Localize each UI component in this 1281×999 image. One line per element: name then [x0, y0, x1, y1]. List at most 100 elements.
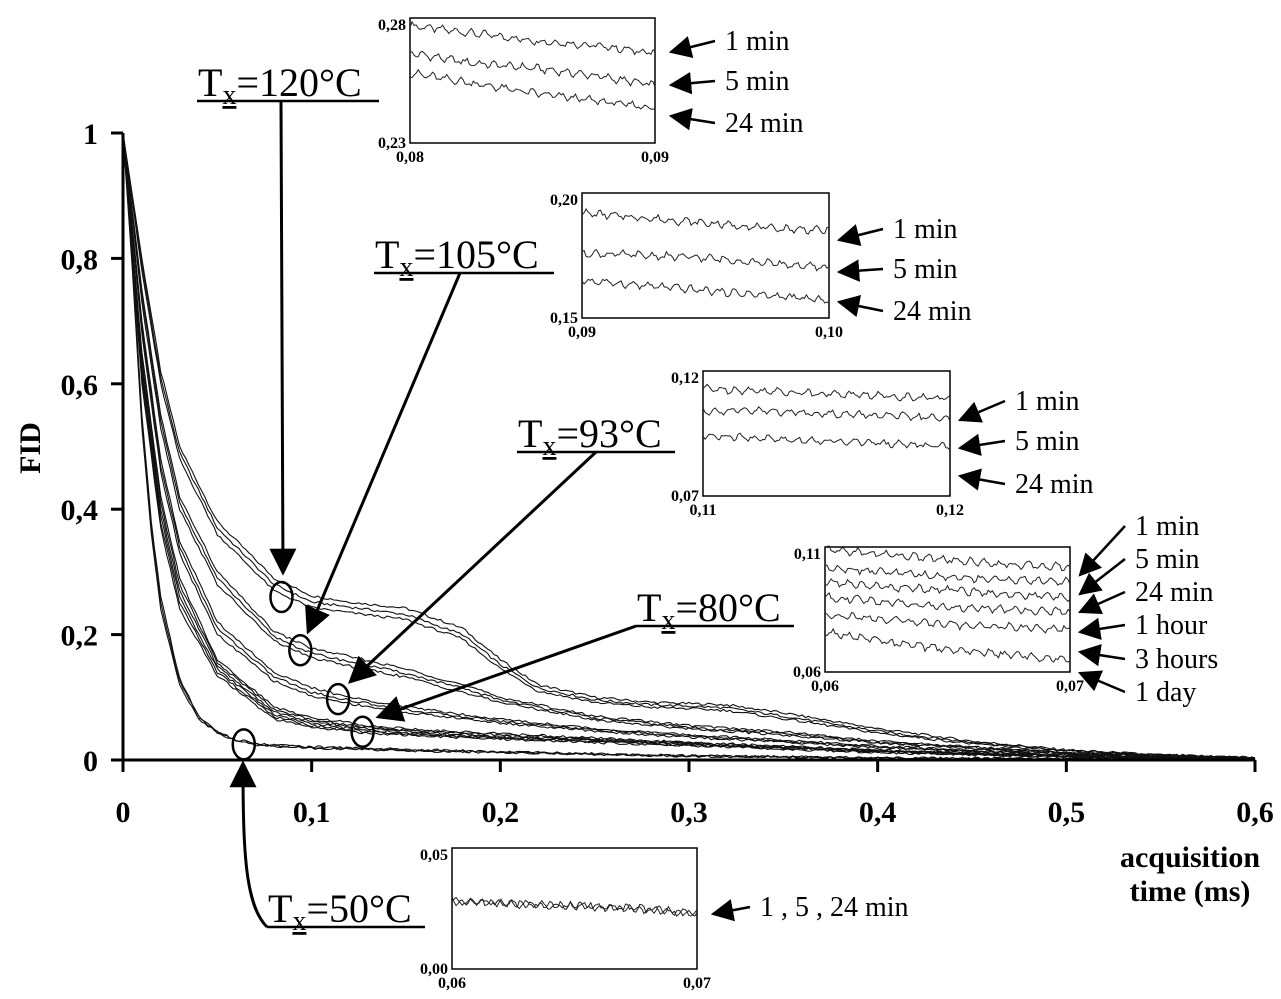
inset-50c: 1 , 5 , 24 min 0,06 0,07 0,00 0,05 — [420, 847, 909, 992]
x-tick-label: 0,2 — [482, 796, 520, 829]
inset-y-tick-label: 0,00 — [420, 961, 448, 978]
inset-series-line — [451, 896, 698, 918]
inset-series-label: 5 min — [1015, 426, 1080, 457]
inset-label-arrow — [1078, 558, 1126, 596]
tx-label-93-text: Tx=93°C — [518, 411, 662, 462]
inset-series-label: 24 min — [725, 108, 804, 139]
tx-label-80-arrow — [375, 624, 637, 722]
x-tick-label: 0,1 — [293, 796, 331, 829]
inset-series-label: 3 hours — [1135, 644, 1218, 675]
inset-x-tick-label: 0,12 — [936, 502, 964, 519]
inset-label-arrow — [668, 108, 716, 131]
inset-y-tick-label: 0,20 — [550, 192, 578, 209]
inset-series-label: 1 min — [1135, 511, 1200, 542]
inset-series-line — [581, 249, 830, 272]
tx-label-105-arrow — [305, 272, 462, 635]
tx-label-50-arrow — [229, 760, 269, 929]
x-tick-label: 0 — [116, 796, 131, 829]
inset-93c: 1 min 5 min 24 min 0,11 0,12 0,07 0,12 — [671, 370, 1094, 519]
y-tick-label: 1 — [83, 118, 98, 151]
inset-series-line — [824, 578, 1071, 603]
inset-series-line — [702, 406, 951, 422]
y-tick-label: 0,4 — [61, 494, 99, 527]
inset-label-arrow — [710, 899, 751, 922]
y-tick-label: 0 — [83, 745, 98, 778]
inset-y-tick-label: 0,28 — [378, 17, 406, 34]
fid-curve-93c-3 — [122, 132, 1256, 761]
tx-label-80-text: Tx=80°C — [637, 585, 781, 636]
inset-105c: 1 min 5 min 24 min 0,09 0,10 0,15 0,20 — [550, 192, 972, 341]
tx-label-120-text: Tx=120°C — [198, 60, 362, 111]
inset-y-tick-label: 0,15 — [550, 310, 578, 327]
y-tick-label: 0,8 — [61, 243, 99, 276]
inset-x-tick-label: 0,10 — [815, 324, 843, 341]
tx-label-105-text: Tx=105°C — [375, 232, 539, 283]
inset-series-label: 1 day — [1135, 677, 1196, 708]
inset-label-arrow — [957, 399, 1006, 423]
inset-label-arrow — [957, 433, 1006, 457]
inset-label-arrow — [1077, 643, 1126, 667]
inset-y-tick-label: 0,06 — [793, 664, 821, 681]
marker-120c — [269, 580, 294, 614]
inset-label-arrow — [668, 36, 716, 59]
inset-label-arrow — [1077, 590, 1126, 615]
inset-x-tick-label: 0,08 — [396, 149, 424, 166]
y-ticks: 0 0,2 0,4 0,6 0,8 1 — [61, 118, 123, 778]
inset-x-tick-label: 0,09 — [641, 149, 669, 166]
tx-label-93-arrow — [348, 450, 598, 684]
fid-curve-80c-4 — [122, 132, 1255, 761]
x-axis-title-line2: time (ms) — [1130, 875, 1251, 908]
inset-y-tick-label: 0,05 — [420, 847, 448, 864]
inset-series-label: 5 min — [725, 66, 790, 97]
x-axis-title-line1: acquisition — [1120, 841, 1260, 874]
inset-series-label: 1 , 5 , 24 min — [760, 892, 909, 923]
inset-series-line — [824, 612, 1071, 634]
inset-series-label: 1 min — [725, 26, 790, 57]
sample-markers — [231, 580, 375, 761]
inset-120c: 1 min 5 min 24 min 0,08 0,09 0,23 0,28 — [378, 17, 804, 166]
inset-series-label: 1 hour — [1135, 610, 1208, 641]
inset-series-line — [702, 432, 951, 451]
inset-label-arrow — [957, 468, 1006, 491]
inset-series-line — [581, 278, 830, 304]
inset-series-label: 24 min — [1015, 469, 1094, 500]
inset-y-tick-label: 0,23 — [378, 135, 406, 152]
y-axis-title: FID — [14, 422, 47, 474]
inset-x-tick-label: 0,07 — [683, 975, 711, 992]
marker-93c — [325, 682, 351, 716]
inset-series-line — [409, 20, 656, 56]
tx-label-50: Tx=50°C — [229, 760, 425, 937]
inset-series-line — [451, 896, 698, 917]
x-tick-label: 0,4 — [859, 796, 897, 829]
inset-label-arrow — [836, 295, 884, 318]
inset-series-label: 1 min — [1015, 386, 1080, 417]
tx-label-93: Tx=93°C — [348, 411, 675, 684]
inset-y-tick-label: 0,12 — [671, 370, 699, 387]
inset-series-line — [581, 208, 830, 235]
inset-x-tick-label: 0,11 — [689, 502, 716, 519]
marker-105c — [288, 634, 313, 667]
inset-series-line — [702, 383, 951, 402]
tx-label-80: Tx=80°C — [375, 585, 794, 722]
inset-y-tick-label: 0,07 — [671, 488, 699, 505]
x-tick-label: 0,3 — [670, 796, 708, 829]
inset-x-tick-label: 0,06 — [438, 975, 466, 992]
main-plot: 0 0,1 0,2 0,3 0,4 0,5 0,6 0 0,2 0,4 0,6 0,8 1 FID a… — [14, 118, 1274, 908]
x-tick-label: 0,5 — [1048, 796, 1086, 829]
inset-label-arrow — [1077, 670, 1126, 694]
inset-series-label: 24 min — [1135, 577, 1214, 608]
inset-series-label: 5 min — [1135, 544, 1200, 575]
temperature-labels: Tx=120°C Tx=105°C Tx=93°C Tx=80°C Tx=50°… — [197, 60, 794, 937]
inset-y-tick-label: 0,11 — [794, 546, 821, 563]
tx-label-120: Tx=120°C — [197, 60, 379, 576]
inset-label-arrow — [836, 224, 884, 247]
tx-label-120-arrow — [269, 100, 297, 576]
inset-label-arrow — [1077, 617, 1126, 641]
inset-label-arrow — [836, 259, 884, 282]
fid-curve-80c-6 — [122, 132, 1256, 761]
tx-label-105: Tx=105°C — [305, 232, 554, 635]
marker-50c — [231, 728, 256, 761]
main-curves — [122, 132, 1256, 761]
